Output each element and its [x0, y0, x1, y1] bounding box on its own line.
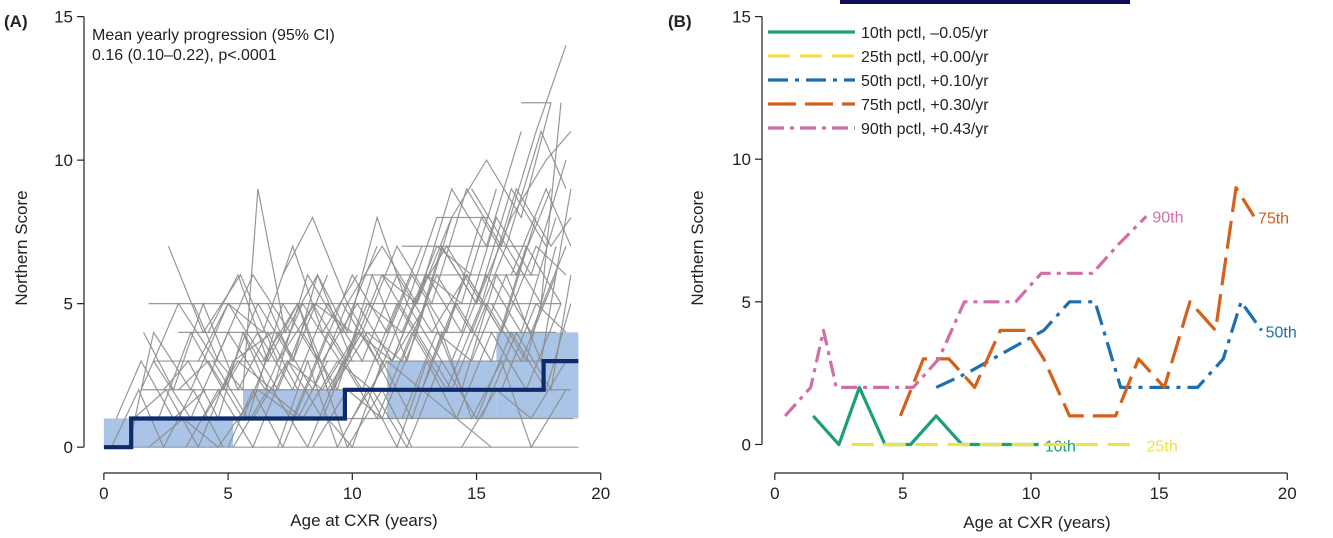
individual-trajectory [500, 302, 567, 391]
legend-label-75th: 75th pctl, +0.30/yr [861, 97, 989, 114]
individual-trajectory [167, 245, 353, 363]
individual-trajectory [371, 303, 572, 449]
individual-trajectory [143, 301, 299, 392]
individual-trajectory [411, 187, 572, 306]
panel-a-label: (A) [4, 12, 28, 31]
percentile-line-10th [812, 385, 1039, 447]
individual-trajectory [490, 246, 557, 363]
panel-a: (A) 0 5 10 15 0 5 10 15 20 Mean yearly progressi… [4, 8, 610, 530]
percentile-line-50th [935, 300, 1263, 389]
individual-trajectory [128, 302, 266, 448]
panel-a-mean-line [103, 359, 579, 450]
individual-trajectory [110, 388, 224, 449]
individual-trajectory [321, 159, 567, 363]
individual-trajectory [331, 102, 562, 391]
percentile-line-75th [898, 186, 1256, 418]
panel-a-annotation-line-1: Mean yearly progression (95% CI) [92, 27, 335, 44]
panel-b-x-tick-label: 5 [898, 484, 907, 503]
panel-b-y-tick-label: 10 [732, 150, 751, 169]
panel-b-y-axis-title: Northern Score [688, 190, 707, 305]
individual-trajectory [192, 188, 353, 392]
panel-a-annotation-line-2: 0.16 (0.10–0.22), p<.0001 [92, 47, 277, 64]
individual-trajectory [381, 102, 552, 334]
panel-a-y-tick-label: 5 [64, 295, 73, 314]
panel-b-x-tick-label: 15 [1150, 484, 1169, 503]
end-label-90th: 90th [1152, 209, 1183, 226]
individual-trajectory [421, 303, 562, 420]
individual-trajectory [157, 274, 329, 419]
panel-b-x-tick-label: 0 [770, 484, 779, 503]
panel-a-y-tick-label: 0 [64, 438, 73, 457]
individual-trajectory [115, 359, 207, 420]
individual-trajectory [401, 188, 572, 419]
end-label-50th: 50th [1266, 324, 1297, 341]
panel-b-x-axis-title: Age at CXR (years) [963, 513, 1110, 532]
individual-trajectory [431, 245, 567, 334]
individual-trajectory [327, 330, 567, 449]
panel-b-lines: 10th 25th 50th 75th 90th [783, 186, 1297, 455]
end-label-75th: 75th [1258, 210, 1289, 227]
individual-trajectory [252, 188, 497, 419]
individual-trajectory [197, 244, 358, 362]
percentile-line-90th [783, 215, 1148, 417]
panel-a-x-tick-label: 0 [99, 484, 108, 503]
individual-trajectory [302, 187, 547, 392]
panel-b-legend: 10th pctl, –0.05/yr 25th pctl, +0.00/yr 50… [768, 25, 989, 138]
panel-b-axes: 0 5 10 15 0 5 10 15 20 [732, 8, 1297, 503]
top-decorative-bar [840, 0, 1130, 4]
legend-label-25th: 25th pctl, +0.00/yr [861, 49, 989, 66]
panel-b-x-tick-label: 20 [1278, 484, 1297, 503]
panel-a-y-tick-label: 10 [54, 151, 73, 170]
individual-trajectory [441, 131, 572, 305]
individual-trajectory [361, 45, 567, 333]
panel-a-x-axis-title: Age at CXR (years) [290, 511, 437, 530]
individual-trajectory [451, 217, 557, 362]
panel-a-trajectories [110, 45, 579, 449]
legend-label-50th: 50th pctl, +0.10/yr [861, 73, 989, 90]
individual-trajectory [207, 273, 393, 392]
panel-a-x-tick-label: 10 [343, 484, 362, 503]
panel-a-y-axis-title: Northern Score [12, 190, 31, 305]
legend-label-90th: 90th pctl, +0.43/yr [861, 121, 989, 138]
individual-trajectory [312, 274, 557, 448]
panel-b-x-tick-label: 10 [1022, 484, 1041, 503]
individual-trajectory [267, 215, 438, 363]
individual-trajectory [461, 360, 567, 448]
panel-b-y-tick-label: 5 [742, 293, 751, 312]
individual-trajectory [351, 244, 562, 419]
individual-trajectory [471, 129, 567, 248]
individual-trajectory [480, 274, 572, 419]
panel-b-y-tick-label: 15 [732, 8, 751, 27]
panel-a-axes: 0 5 10 15 0 5 10 15 20 [54, 8, 610, 503]
panel-b-label: (B) [668, 12, 692, 31]
individual-trajectory [510, 187, 572, 276]
mean-progression-step-line [103, 359, 579, 450]
panel-a-x-tick-label: 20 [591, 484, 610, 503]
panel-a-x-tick-label: 5 [223, 484, 232, 503]
panel-b-y-tick-label: 0 [742, 435, 751, 454]
legend-label-10th: 10th pctl, –0.05/yr [861, 25, 989, 42]
end-label-10th: 10th [1045, 438, 1076, 455]
individual-trajectory [282, 131, 522, 306]
individual-trajectory [185, 332, 358, 449]
ci-band [131, 418, 234, 448]
individual-trajectory [277, 359, 492, 449]
panel-a-x-tick-label: 15 [467, 484, 486, 503]
end-label-25th: 25th [1147, 438, 1178, 455]
panel-a-y-tick-label: 15 [54, 8, 73, 27]
